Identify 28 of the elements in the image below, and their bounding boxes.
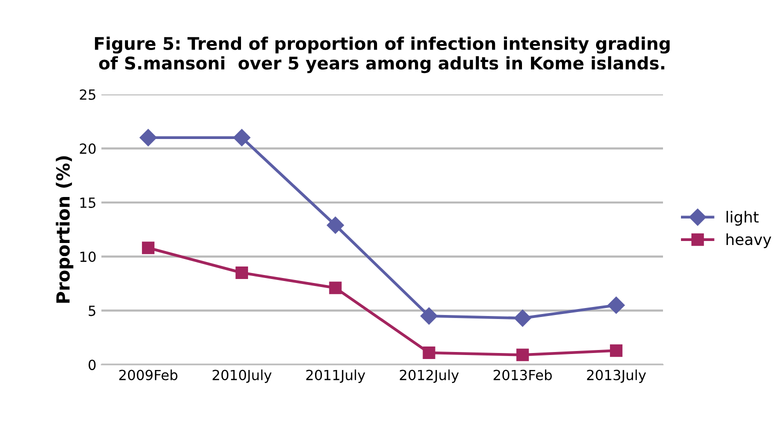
y-axis-title: Proportion (%) bbox=[56, 156, 74, 303]
point bbox=[140, 129, 157, 146]
point bbox=[420, 307, 438, 325]
point bbox=[422, 346, 436, 360]
x-tick-label: 2011July bbox=[306, 370, 366, 383]
chart-title: Figure 5: Trend of proportion of infection intensity grading of S.mansoni over 5 years among adults in Kome islands. bbox=[94, 36, 670, 74]
point bbox=[329, 282, 342, 294]
point bbox=[233, 129, 250, 146]
y-tick-label: 25 bbox=[80, 89, 96, 100]
legend-label: light bbox=[726, 210, 759, 226]
point bbox=[516, 348, 529, 362]
x-tick-label: 2012July bbox=[400, 370, 459, 383]
y-tick-label: 5 bbox=[88, 306, 96, 316]
point bbox=[610, 344, 622, 357]
x-tick-label: 2013Feb bbox=[494, 370, 552, 380]
point bbox=[608, 296, 625, 314]
point bbox=[514, 310, 532, 327]
x-tick-label: 2009Feb bbox=[119, 370, 178, 380]
legend-label: heavy bbox=[726, 233, 772, 248]
point bbox=[326, 216, 344, 234]
y-tick-label: 0 bbox=[88, 360, 96, 370]
y-tick-label: 20 bbox=[80, 143, 96, 154]
x-tick-label: 2013July bbox=[587, 370, 646, 383]
x-tick-label: 2010July bbox=[212, 370, 272, 383]
y-tick-label: 15 bbox=[80, 198, 96, 208]
point bbox=[142, 242, 154, 254]
point bbox=[236, 266, 248, 280]
y-tick-label: 10 bbox=[80, 252, 96, 262]
